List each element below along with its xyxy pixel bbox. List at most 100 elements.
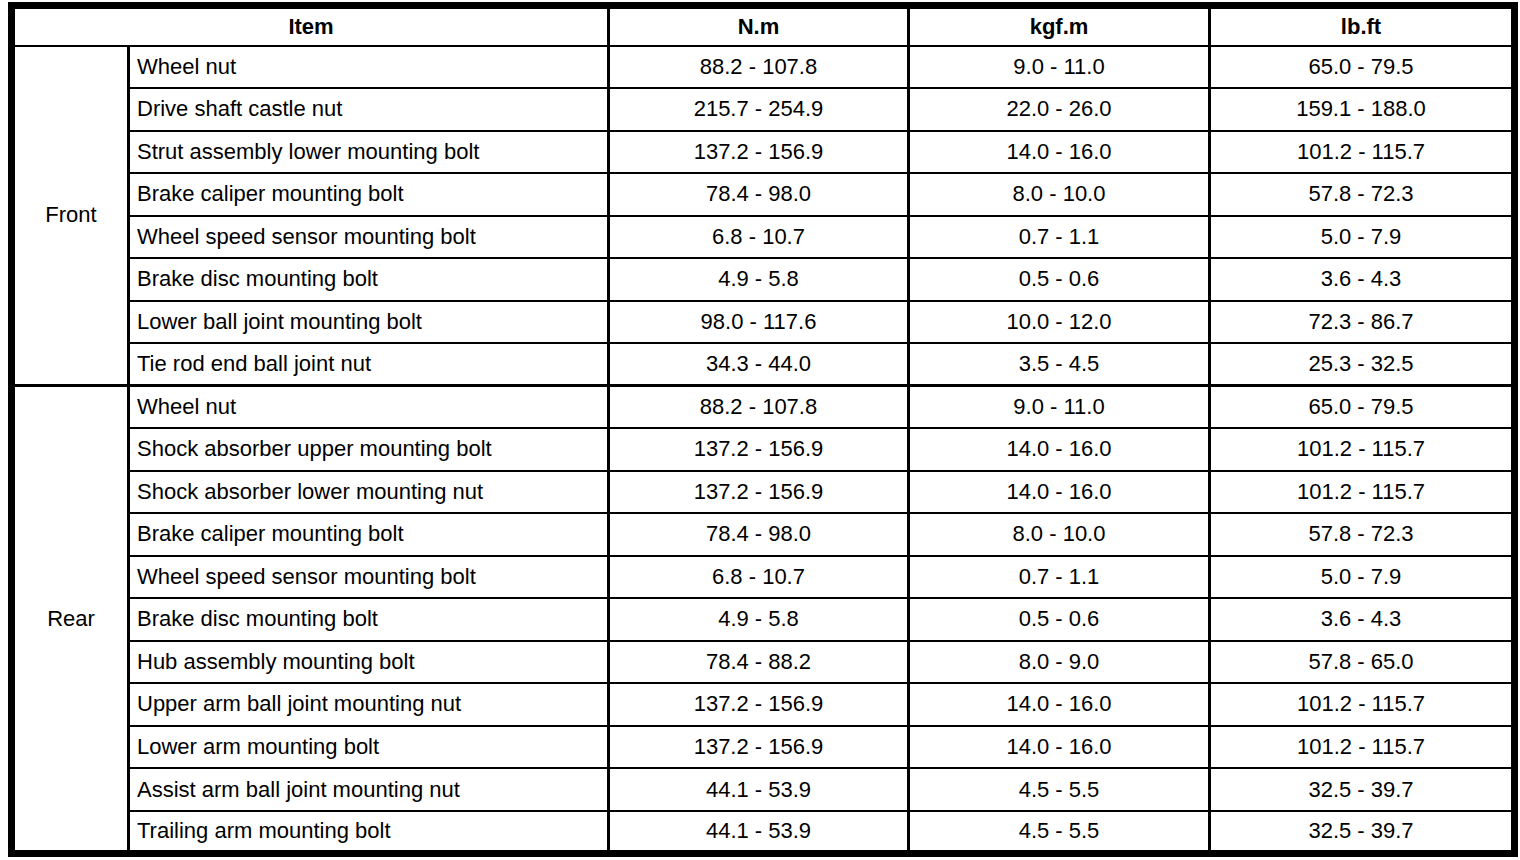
lbft-value-cell: 159.1 - 188.0 bbox=[1210, 88, 1515, 131]
section-label-front: Front bbox=[12, 46, 129, 386]
nm-value-cell: 6.8 - 10.7 bbox=[609, 216, 909, 259]
nm-value-cell: 137.2 - 156.9 bbox=[609, 471, 909, 514]
item-name-cell: Wheel nut bbox=[129, 386, 609, 429]
kgfm-value-cell: 4.5 - 5.5 bbox=[909, 811, 1210, 854]
item-name-cell: Shock absorber upper mounting bolt bbox=[129, 428, 609, 471]
table-row: RearWheel nut88.2 - 107.89.0 - 11.065.0 … bbox=[12, 386, 1515, 429]
kgfm-value-cell: 10.0 - 12.0 bbox=[909, 301, 1210, 344]
col-header-kgfm: kgf.m bbox=[909, 6, 1210, 46]
lbft-value-cell: 72.3 - 86.7 bbox=[1210, 301, 1515, 344]
item-name-cell: Drive shaft castle nut bbox=[129, 88, 609, 131]
item-name-cell: Lower arm mounting bolt bbox=[129, 726, 609, 769]
lbft-value-cell: 65.0 - 79.5 bbox=[1210, 386, 1515, 429]
kgfm-value-cell: 0.7 - 1.1 bbox=[909, 216, 1210, 259]
nm-value-cell: 34.3 - 44.0 bbox=[609, 343, 909, 386]
lbft-value-cell: 101.2 - 115.7 bbox=[1210, 131, 1515, 174]
lbft-value-cell: 32.5 - 39.7 bbox=[1210, 811, 1515, 854]
col-header-nm: N.m bbox=[609, 6, 909, 46]
kgfm-value-cell: 14.0 - 16.0 bbox=[909, 726, 1210, 769]
table-row: Shock absorber lower mounting nut137.2 -… bbox=[12, 471, 1515, 514]
table-row: Lower ball joint mounting bolt98.0 - 117… bbox=[12, 301, 1515, 344]
lbft-value-cell: 101.2 - 115.7 bbox=[1210, 471, 1515, 514]
item-name-cell: Shock absorber lower mounting nut bbox=[129, 471, 609, 514]
nm-value-cell: 6.8 - 10.7 bbox=[609, 556, 909, 599]
lbft-value-cell: 5.0 - 7.9 bbox=[1210, 556, 1515, 599]
table-row: Lower arm mounting bolt137.2 - 156.914.0… bbox=[12, 726, 1515, 769]
item-name-cell: Strut assembly lower mounting bolt bbox=[129, 131, 609, 174]
item-name-cell: Tie rod end ball joint nut bbox=[129, 343, 609, 386]
kgfm-value-cell: 3.5 - 4.5 bbox=[909, 343, 1210, 386]
col-header-item: Item bbox=[12, 6, 609, 46]
nm-value-cell: 88.2 - 107.8 bbox=[609, 46, 909, 89]
nm-value-cell: 137.2 - 156.9 bbox=[609, 428, 909, 471]
kgfm-value-cell: 4.5 - 5.5 bbox=[909, 768, 1210, 811]
lbft-value-cell: 25.3 - 32.5 bbox=[1210, 343, 1515, 386]
item-name-cell: Wheel speed sensor mounting bolt bbox=[129, 556, 609, 599]
table-row: FrontWheel nut88.2 - 107.89.0 - 11.065.0… bbox=[12, 46, 1515, 89]
item-name-cell: Brake disc mounting bolt bbox=[129, 258, 609, 301]
nm-value-cell: 78.4 - 98.0 bbox=[609, 513, 909, 556]
table-row: Hub assembly mounting bolt78.4 - 88.28.0… bbox=[12, 641, 1515, 684]
nm-value-cell: 78.4 - 98.0 bbox=[609, 173, 909, 216]
col-header-lbft: lb.ft bbox=[1210, 6, 1515, 46]
lbft-value-cell: 57.8 - 65.0 bbox=[1210, 641, 1515, 684]
kgfm-value-cell: 0.7 - 1.1 bbox=[909, 556, 1210, 599]
table-row: Brake disc mounting bolt4.9 - 5.80.5 - 0… bbox=[12, 258, 1515, 301]
nm-value-cell: 88.2 - 107.8 bbox=[609, 386, 909, 429]
kgfm-value-cell: 8.0 - 10.0 bbox=[909, 513, 1210, 556]
nm-value-cell: 4.9 - 5.8 bbox=[609, 598, 909, 641]
kgfm-value-cell: 0.5 - 0.6 bbox=[909, 598, 1210, 641]
item-name-cell: Brake caliper mounting bolt bbox=[129, 173, 609, 216]
lbft-value-cell: 101.2 - 115.7 bbox=[1210, 726, 1515, 769]
kgfm-value-cell: 14.0 - 16.0 bbox=[909, 471, 1210, 514]
lbft-value-cell: 3.6 - 4.3 bbox=[1210, 258, 1515, 301]
item-name-cell: Brake caliper mounting bolt bbox=[129, 513, 609, 556]
nm-value-cell: 215.7 - 254.9 bbox=[609, 88, 909, 131]
kgfm-value-cell: 8.0 - 9.0 bbox=[909, 641, 1210, 684]
table-row: Assist arm ball joint mounting nut44.1 -… bbox=[12, 768, 1515, 811]
kgfm-value-cell: 9.0 - 11.0 bbox=[909, 386, 1210, 429]
lbft-value-cell: 3.6 - 4.3 bbox=[1210, 598, 1515, 641]
lbft-value-cell: 32.5 - 39.7 bbox=[1210, 768, 1515, 811]
table-row: Wheel speed sensor mounting bolt6.8 - 10… bbox=[12, 556, 1515, 599]
table-row: Wheel speed sensor mounting bolt6.8 - 10… bbox=[12, 216, 1515, 259]
table-row: Brake disc mounting bolt4.9 - 5.80.5 - 0… bbox=[12, 598, 1515, 641]
lbft-value-cell: 5.0 - 7.9 bbox=[1210, 216, 1515, 259]
lbft-value-cell: 65.0 - 79.5 bbox=[1210, 46, 1515, 89]
table-row: Shock absorber upper mounting bolt137.2 … bbox=[12, 428, 1515, 471]
table-row: Drive shaft castle nut215.7 - 254.922.0 … bbox=[12, 88, 1515, 131]
lbft-value-cell: 57.8 - 72.3 bbox=[1210, 173, 1515, 216]
kgfm-value-cell: 14.0 - 16.0 bbox=[909, 428, 1210, 471]
table-header: Item N.m kgf.m lb.ft bbox=[12, 6, 1515, 46]
item-name-cell: Lower ball joint mounting bolt bbox=[129, 301, 609, 344]
kgfm-value-cell: 8.0 - 10.0 bbox=[909, 173, 1210, 216]
nm-value-cell: 44.1 - 53.9 bbox=[609, 811, 909, 854]
item-name-cell: Hub assembly mounting bolt bbox=[129, 641, 609, 684]
kgfm-value-cell: 14.0 - 16.0 bbox=[909, 683, 1210, 726]
nm-value-cell: 137.2 - 156.9 bbox=[609, 683, 909, 726]
item-name-cell: Trailing arm mounting bolt bbox=[129, 811, 609, 854]
torque-spec-table: Item N.m kgf.m lb.ft FrontWheel nut88.2 … bbox=[8, 2, 1518, 857]
lbft-value-cell: 101.2 - 115.7 bbox=[1210, 428, 1515, 471]
nm-value-cell: 137.2 - 156.9 bbox=[609, 131, 909, 174]
item-name-cell: Brake disc mounting bolt bbox=[129, 598, 609, 641]
lbft-value-cell: 57.8 - 72.3 bbox=[1210, 513, 1515, 556]
table-row: Brake caliper mounting bolt78.4 - 98.08.… bbox=[12, 513, 1515, 556]
item-name-cell: Wheel speed sensor mounting bolt bbox=[129, 216, 609, 259]
nm-value-cell: 78.4 - 88.2 bbox=[609, 641, 909, 684]
lbft-value-cell: 101.2 - 115.7 bbox=[1210, 683, 1515, 726]
kgfm-value-cell: 0.5 - 0.6 bbox=[909, 258, 1210, 301]
table-row: Upper arm ball joint mounting nut137.2 -… bbox=[12, 683, 1515, 726]
table-row: Brake caliper mounting bolt78.4 - 98.08.… bbox=[12, 173, 1515, 216]
kgfm-value-cell: 14.0 - 16.0 bbox=[909, 131, 1210, 174]
nm-value-cell: 4.9 - 5.8 bbox=[609, 258, 909, 301]
nm-value-cell: 98.0 - 117.6 bbox=[609, 301, 909, 344]
kgfm-value-cell: 9.0 - 11.0 bbox=[909, 46, 1210, 89]
table-body: FrontWheel nut88.2 - 107.89.0 - 11.065.0… bbox=[12, 46, 1515, 854]
table-row: Strut assembly lower mounting bolt137.2 … bbox=[12, 131, 1515, 174]
nm-value-cell: 137.2 - 156.9 bbox=[609, 726, 909, 769]
table-row: Tie rod end ball joint nut34.3 - 44.03.5… bbox=[12, 343, 1515, 386]
item-name-cell: Upper arm ball joint mounting nut bbox=[129, 683, 609, 726]
table-row: Trailing arm mounting bolt44.1 - 53.94.5… bbox=[12, 811, 1515, 854]
header-row: Item N.m kgf.m lb.ft bbox=[12, 6, 1515, 46]
